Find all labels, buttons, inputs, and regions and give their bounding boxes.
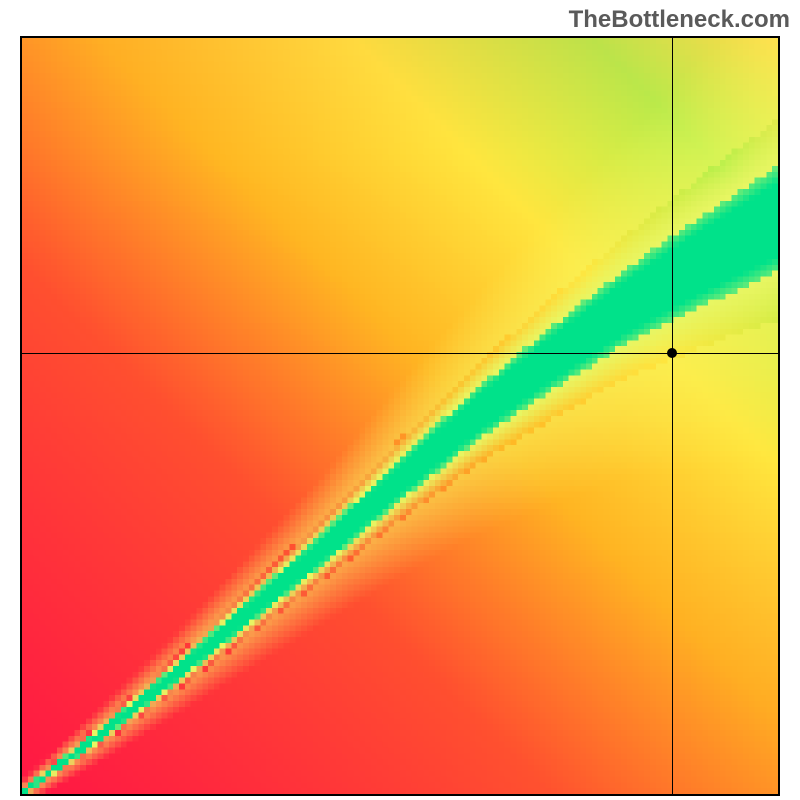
- crosshair-horizontal: [22, 353, 778, 354]
- crosshair-marker-dot: [667, 348, 677, 358]
- chart-frame: [20, 36, 780, 796]
- heatmap-canvas: [22, 38, 778, 794]
- crosshair-vertical: [672, 38, 673, 794]
- attribution-text: TheBottleneck.com: [569, 6, 790, 34]
- chart-plot-area: [22, 38, 778, 794]
- chart-container: TheBottleneck.com: [0, 0, 800, 800]
